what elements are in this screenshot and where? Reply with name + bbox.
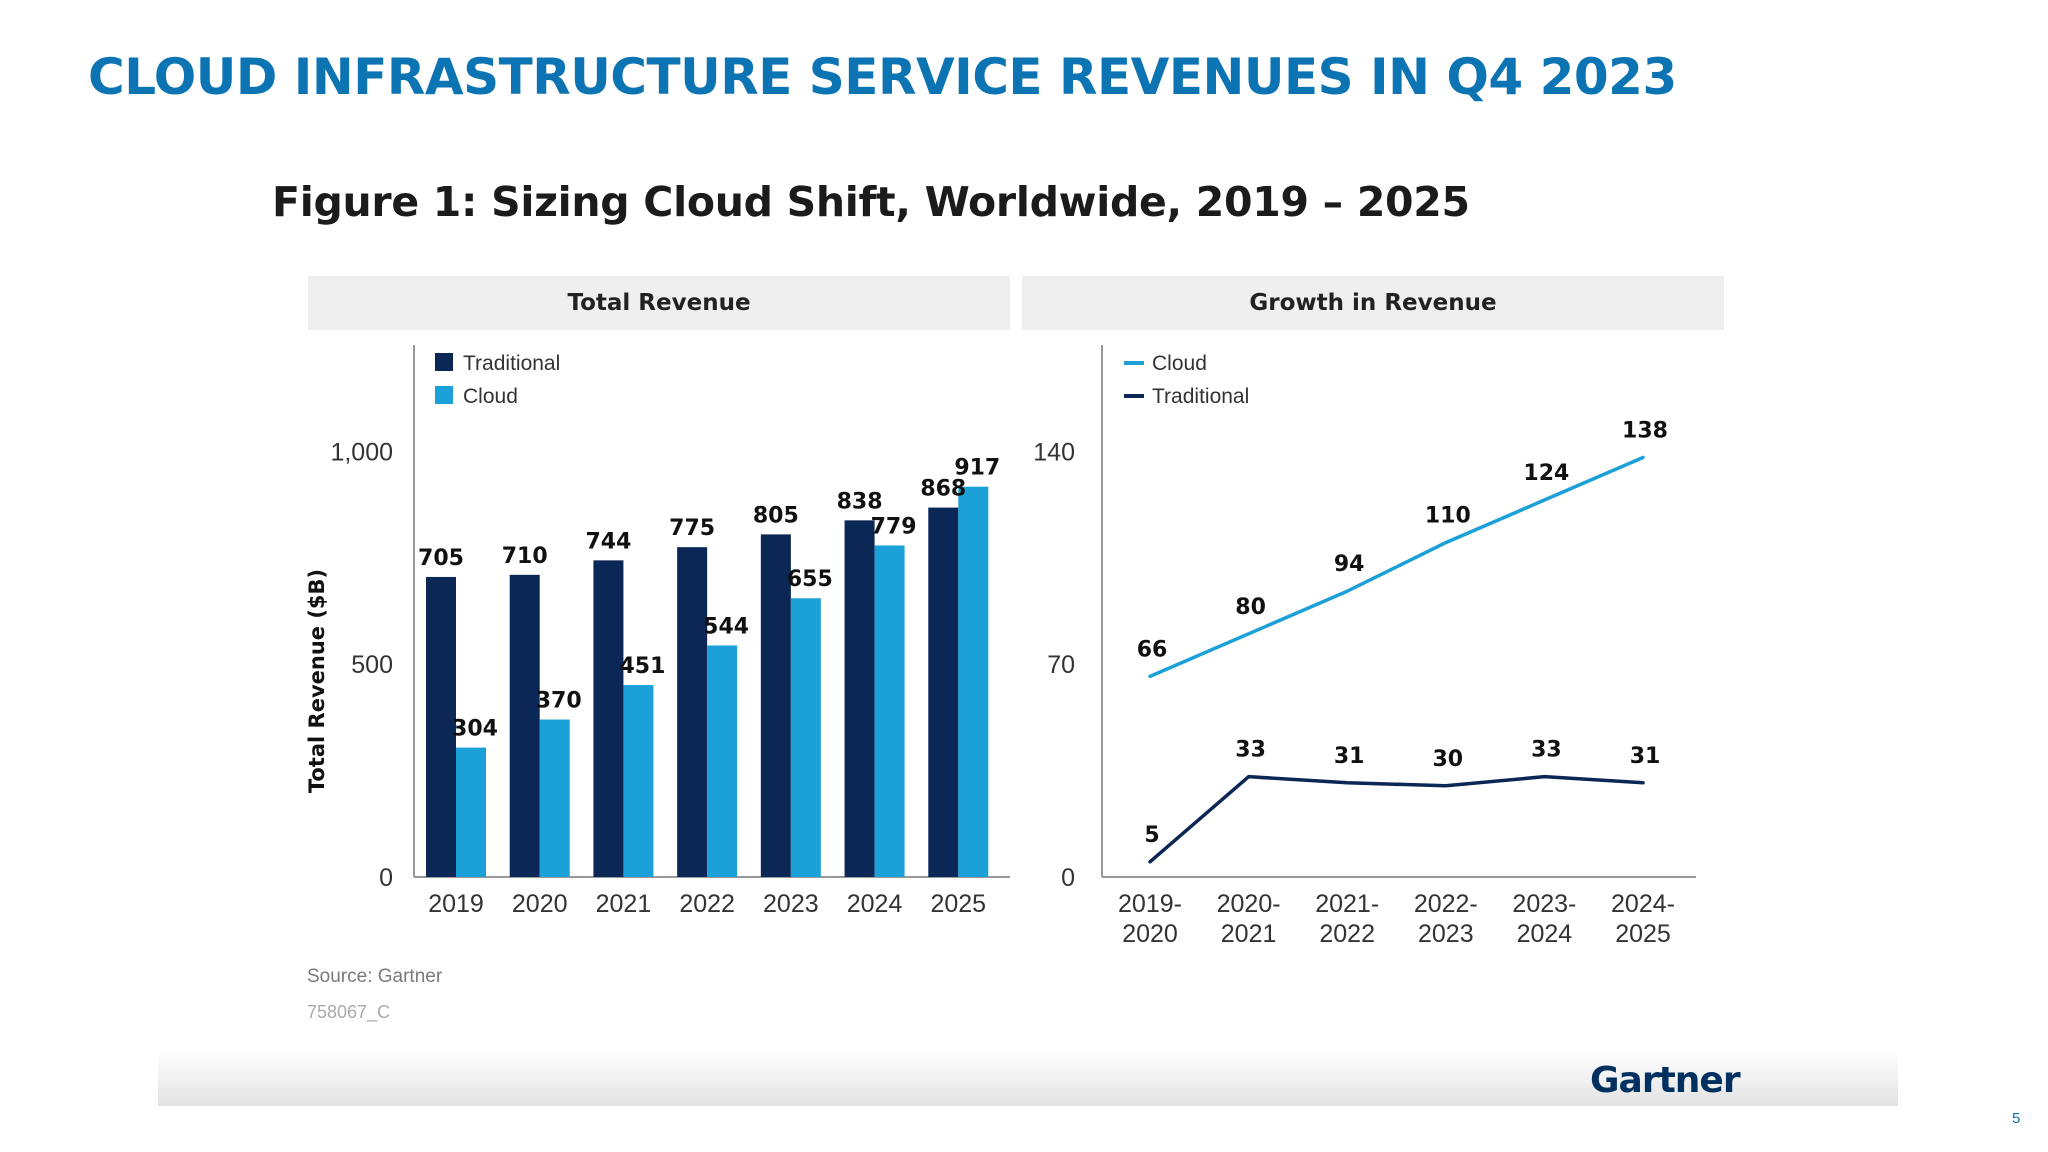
bar-y-tick-label: 1,000	[330, 438, 393, 466]
figure-title: Figure 1: Sizing Cloud Shift, Worldwide,…	[272, 178, 1470, 226]
line-series-cloud	[1148, 455, 1645, 679]
growth-revenue-panel-header: Growth in Revenue	[1022, 276, 1724, 330]
bar-cloud-label: 655	[787, 567, 833, 592]
line-cloud-label: 110	[1425, 504, 1471, 529]
bar-cloud-2020	[539, 719, 570, 877]
bar-traditional-2024	[844, 520, 875, 877]
line-x-tick-label: 2021-2022	[1315, 890, 1379, 948]
total-revenue-panel-header: Total Revenue	[308, 276, 1010, 330]
legend-traditional-swatch	[435, 353, 453, 371]
gartner-logo: Gartner	[1590, 1060, 1741, 1101]
bar-cloud-label: 779	[871, 514, 917, 539]
page-number: 5	[2012, 1110, 2021, 1127]
bar-cloud-label: 917	[954, 456, 1000, 481]
bar-cloud-2023	[790, 598, 821, 877]
bar-x-tick-label: 2024	[847, 890, 903, 918]
bar-traditional-label: 838	[837, 489, 883, 514]
line-y-tick-label: 140	[1033, 438, 1075, 466]
line-cloud-label: 66	[1137, 637, 1168, 662]
bar-traditional-label: 710	[502, 544, 548, 569]
bar-x-tick-label: 2025	[930, 890, 986, 918]
bar-cloud-2025	[958, 486, 989, 877]
bar-traditional-2021	[593, 560, 624, 877]
slide-title: CLOUD INFRASTRUCTURE SERVICE REVENUES IN…	[88, 48, 1677, 106]
bar-cloud-label: 370	[536, 689, 582, 714]
bar-traditional-2020	[509, 574, 540, 877]
line-traditional-label: 33	[1235, 738, 1266, 763]
line-traditional-label: 31	[1630, 744, 1661, 769]
line-cloud-label: 124	[1523, 461, 1569, 486]
bar-x-tick-label: 2022	[679, 890, 735, 918]
footer-band	[158, 1050, 1898, 1106]
line-y-tick-label: 0	[1061, 864, 1075, 892]
line-x-tick-label: 2022-2023	[1414, 890, 1478, 948]
line-x-tick-label: 2023-2024	[1512, 890, 1576, 948]
bar-cloud-2021	[623, 685, 654, 877]
line-x-tick-label: 2019-2020	[1118, 890, 1182, 948]
line-traditional-label: 5	[1144, 823, 1159, 848]
line-cloud-label: 138	[1622, 418, 1668, 443]
line-x-tick-label: 2020-2021	[1217, 890, 1281, 948]
legend-cloud-label: Cloud	[1152, 352, 1207, 375]
legend-traditional-label: Traditional	[1152, 385, 1249, 408]
bar-traditional-label: 775	[669, 516, 715, 541]
bar-y-tick-label: 500	[351, 651, 393, 679]
bar-y-axis-label: Total Revenue ($B)	[305, 569, 329, 793]
legend-cloud-swatch	[435, 386, 453, 404]
bar-x-tick-label: 2023	[763, 890, 819, 918]
figure-code: 758067_C	[307, 1002, 391, 1022]
bar-y-tick-label: 0	[379, 864, 393, 892]
line-traditional-label: 30	[1432, 747, 1463, 772]
bar-cloud-label: 304	[452, 717, 498, 742]
line-traditional-label: 31	[1334, 744, 1365, 769]
bar-traditional-2019	[426, 576, 456, 877]
bar-cloud-label: 451	[619, 654, 665, 679]
bar-traditional-2025	[928, 507, 959, 877]
bar-x-tick-label: 2021	[596, 890, 652, 918]
bar-cloud-2019	[456, 747, 486, 877]
line-x-tick-label: 2024-2025	[1611, 890, 1675, 948]
bar-cloud-2024	[874, 545, 905, 877]
bar-traditional-2023	[760, 534, 791, 877]
bar-traditional-2022	[677, 547, 708, 877]
source-note: Source: Gartner	[307, 966, 443, 987]
bar-x-tick-label: 2020	[512, 890, 568, 918]
line-cloud-label: 94	[1334, 552, 1365, 577]
line-cloud-label: 80	[1235, 595, 1266, 620]
bar-cloud-label: 544	[703, 614, 749, 639]
bar-traditional-label: 705	[418, 546, 464, 571]
bar-traditional-label: 868	[920, 477, 966, 502]
bar-cloud-2022	[707, 645, 738, 877]
legend-traditional-label: Traditional	[463, 352, 560, 375]
line-traditional-label: 33	[1531, 738, 1562, 763]
bar-x-tick-label: 2019	[428, 890, 484, 918]
line-series-traditional	[1148, 774, 1645, 864]
bar-traditional-label: 805	[753, 503, 799, 528]
bar-traditional-label: 744	[585, 529, 631, 554]
legend-cloud-label: Cloud	[463, 385, 518, 408]
line-y-tick-label: 70	[1047, 651, 1075, 679]
